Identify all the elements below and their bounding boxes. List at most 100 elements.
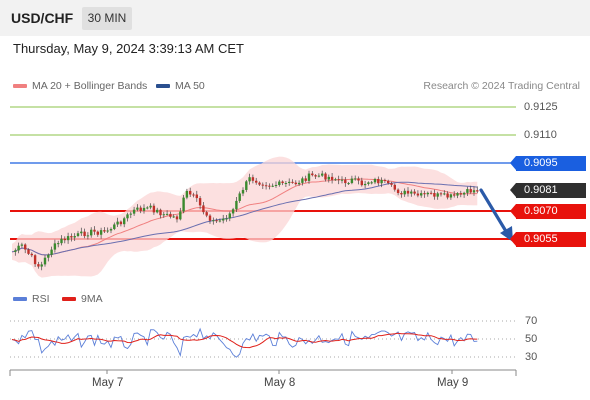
candle: [169, 211, 172, 219]
candle: [30, 252, 33, 258]
candle: [202, 201, 205, 215]
candle: [413, 189, 416, 196]
ma50-swatch: [156, 84, 170, 89]
chart-datetime: Thursday, May 9, 2024 3:39:13 AM CET: [13, 41, 244, 56]
support2-price-text: 0.9055: [524, 233, 558, 245]
rsi-ma-line: [11, 332, 478, 349]
candle: [423, 190, 426, 198]
candle: [390, 181, 393, 187]
ma50-label: MA 50: [175, 80, 205, 92]
candle: [172, 214, 175, 218]
rsi-label: RSI: [32, 293, 50, 305]
candle: [380, 177, 383, 188]
candle: [297, 180, 301, 187]
candle: [344, 177, 347, 187]
candle: [218, 218, 222, 223]
candle: [17, 242, 20, 254]
candlesticks: [14, 170, 479, 271]
candle: [241, 187, 245, 197]
candle: [466, 186, 469, 196]
candle: [126, 212, 129, 222]
candle: [261, 182, 264, 190]
candle: [281, 180, 284, 186]
candle: [248, 173, 251, 185]
candle: [403, 188, 406, 197]
candle: [119, 220, 123, 227]
candle: [152, 203, 156, 215]
candle: [354, 175, 357, 181]
candle: [393, 183, 396, 192]
candle: [472, 186, 476, 196]
candle: [406, 187, 410, 197]
forecast-arrow: [479, 188, 513, 242]
candle: [80, 227, 83, 236]
level-label-r1: 0.9110: [524, 129, 557, 141]
rsi-level-50: 50: [525, 333, 538, 345]
candle: [27, 248, 30, 256]
candle: [288, 178, 291, 186]
candle: [195, 190, 198, 202]
candle: [321, 170, 324, 177]
candle: [83, 228, 86, 239]
candle: [90, 227, 93, 238]
bollinger-bands: [12, 156, 478, 278]
candle: [462, 191, 466, 198]
candle: [330, 172, 334, 184]
candle: [416, 190, 420, 198]
copyright-text: Research © 2024 Trading Central: [423, 80, 580, 92]
timeframe-badge[interactable]: 30 MIN: [82, 7, 132, 30]
candle: [459, 190, 462, 198]
rsi-line: [11, 327, 478, 358]
ma20-swatch: [13, 84, 27, 89]
candle: [245, 179, 248, 193]
candle: [231, 207, 235, 217]
candle: [373, 177, 377, 185]
bollinger-band-area: [12, 156, 478, 278]
candle: [311, 171, 314, 177]
candle: [76, 230, 80, 238]
candle: [103, 227, 106, 233]
candle: [274, 181, 278, 188]
legend-ma50: MA 50: [156, 80, 205, 92]
candle: [33, 254, 37, 267]
chart-header: USD/CHF 30 MIN: [0, 0, 590, 36]
candle: [357, 176, 360, 185]
candle: [132, 206, 136, 216]
candle: [469, 185, 472, 194]
candle: [14, 248, 17, 256]
candle: [165, 210, 169, 216]
ma9-label: 9MA: [81, 293, 103, 305]
ma20-label: MA 20 + Bollinger Bands: [32, 80, 148, 92]
candle: [116, 217, 119, 228]
candle: [66, 232, 70, 244]
candle: [304, 175, 307, 183]
candle: [446, 191, 449, 200]
candle: [324, 172, 327, 182]
candle: [258, 181, 261, 187]
candle: [215, 218, 218, 224]
candle: [387, 179, 390, 185]
candle: [443, 190, 446, 196]
support1-price-text: 0.9070: [524, 205, 558, 217]
rsi-level-70: 70: [525, 315, 538, 327]
candle: [334, 177, 337, 181]
candle: [106, 227, 109, 234]
ma50-line: [11, 181, 478, 256]
candle: [396, 188, 400, 196]
legend-rsi: RSI: [13, 293, 50, 305]
candle: [139, 205, 142, 214]
candle: [360, 177, 363, 187]
candle: [317, 173, 321, 178]
candle: [53, 239, 57, 253]
candle: [284, 180, 288, 187]
pivot-price-text: 0.9095: [524, 157, 558, 169]
x-label-may7: May 7: [92, 377, 124, 389]
candle: [47, 253, 50, 262]
candle: [337, 175, 340, 185]
candle: [96, 230, 99, 237]
candle: [129, 211, 132, 219]
candle: [410, 189, 413, 197]
candle: [314, 174, 317, 179]
candle: [99, 227, 103, 239]
candle: [225, 215, 228, 222]
